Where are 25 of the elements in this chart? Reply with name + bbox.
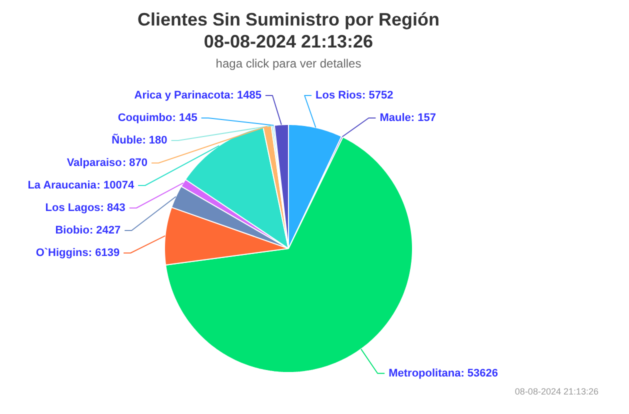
data-label: : 157 — [410, 112, 436, 124]
data-label: : 6139 — [88, 247, 120, 259]
slice-label: La Araucania — [28, 180, 98, 192]
data-label: : 145 — [172, 112, 198, 124]
data-label: : 180 — [142, 134, 168, 146]
text: 08-08-2024 21:13:26 — [514, 386, 599, 396]
chart-title: Clientes Sin Suministro por Región 08-08-2024 21:13:26 — [137, 10, 440, 52]
slice-label: Maule — [380, 112, 411, 124]
data-label: : 5752 — [362, 90, 394, 102]
data-label: : 2427 — [89, 224, 121, 236]
data-label: : 870 — [122, 157, 148, 169]
data-label: : 53626 — [460, 367, 498, 380]
slice-label: Metropolitana — [388, 367, 462, 380]
slice-label: Valparaiso — [66, 157, 122, 169]
data-label: : 1485 — [230, 90, 262, 102]
slice-label: O`Higgins — [36, 247, 88, 259]
slice-label: Coquimbo — [118, 112, 173, 124]
slice-label: Arica y Parinacota — [134, 90, 232, 102]
slice-label: Ñuble — [112, 134, 142, 146]
data-label: : 10074 — [96, 180, 135, 192]
data-label: : 843 — [100, 202, 126, 214]
slice-label: Los Rios — [316, 90, 362, 102]
slice-label: Los Lagos — [45, 202, 100, 214]
chart-subtitle: haga click para ver detalles — [216, 56, 362, 70]
slice-label: Biobio — [55, 224, 90, 236]
